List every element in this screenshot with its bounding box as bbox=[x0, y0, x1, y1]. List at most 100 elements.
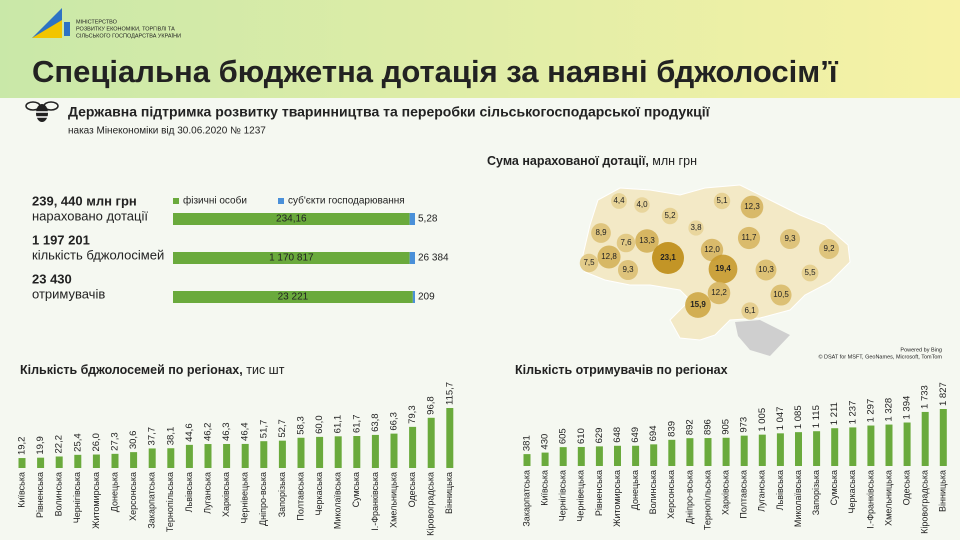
region-mark bbox=[713, 192, 731, 210]
x-tick-label: Львівська bbox=[184, 472, 194, 512]
chart-title-main: Кількість бджолосемей по регіонах, bbox=[20, 363, 243, 377]
legend-label: фізичні особи bbox=[183, 195, 247, 207]
region-mark bbox=[579, 253, 599, 273]
x-tick-label: Рівненська bbox=[35, 472, 45, 518]
region-mark bbox=[700, 238, 724, 262]
x-tick-label: Вінницька bbox=[938, 470, 948, 512]
region-mark bbox=[685, 292, 711, 318]
region-label: 5,2 bbox=[664, 211, 676, 220]
ministry-line: СІЛЬСЬКОГО ГОСПОДАРСТВА УКРАЇНИ bbox=[76, 32, 181, 39]
x-tick-label: Кіровоградська bbox=[426, 472, 436, 536]
region-label: 11,7 bbox=[742, 233, 758, 242]
bar-segment bbox=[409, 213, 415, 225]
bar-segment bbox=[173, 291, 413, 303]
bar bbox=[278, 440, 286, 468]
bar-value: 46,2 bbox=[203, 423, 214, 442]
chart-title: Сума нарахованої дотації, млн грн bbox=[487, 154, 697, 168]
bar-value: 605 bbox=[558, 428, 569, 444]
bar-value: 115,7 bbox=[444, 382, 455, 405]
chart-unit: млн грн bbox=[652, 154, 697, 168]
x-tick-label: Сумська bbox=[829, 470, 839, 505]
header-band bbox=[0, 0, 960, 98]
region-label: 9,3 bbox=[622, 265, 634, 274]
region-label: 12,0 bbox=[704, 245, 720, 254]
bar-value: 892 bbox=[684, 419, 695, 435]
bar-value: 23 221 bbox=[278, 292, 309, 303]
page-title: Спеціальна бюджетна дотація за наявні бд… bbox=[32, 54, 839, 89]
bar bbox=[446, 408, 454, 468]
bar bbox=[241, 443, 249, 468]
bar-value: 1 733 bbox=[920, 385, 931, 409]
region-label: 10,5 bbox=[773, 290, 789, 299]
x-tick-label: Херсонська bbox=[666, 470, 676, 519]
bar bbox=[650, 444, 658, 466]
bar-value: 694 bbox=[648, 425, 659, 441]
bar-value: 19,2 bbox=[17, 437, 28, 456]
bar-value: 649 bbox=[630, 427, 641, 443]
x-tick-label: Тернопільська bbox=[165, 472, 175, 532]
bar-value: 60,0 bbox=[314, 415, 325, 434]
x-tick-label: Черкаська bbox=[314, 472, 324, 515]
bar-value: 1 115 bbox=[811, 405, 822, 428]
legend-swatch bbox=[278, 198, 284, 204]
bar bbox=[185, 444, 193, 468]
chart-title-main: Сума нарахованої дотації, bbox=[487, 154, 649, 168]
bar bbox=[867, 425, 875, 466]
bar bbox=[849, 427, 857, 466]
bar-value: 96,8 bbox=[426, 396, 437, 415]
x-tick-label: Харківська bbox=[221, 472, 231, 517]
bar bbox=[223, 443, 231, 468]
x-tick-label: Донецька bbox=[630, 470, 640, 510]
region-mark bbox=[688, 220, 704, 236]
region-label: 4,4 bbox=[613, 196, 625, 205]
region-mark bbox=[737, 226, 761, 250]
x-tick-label: Херсонська bbox=[128, 472, 138, 521]
bar bbox=[37, 457, 45, 468]
bar bbox=[353, 436, 361, 468]
region-mark bbox=[708, 254, 738, 284]
bar bbox=[595, 446, 603, 466]
x-tick-label: Полтавська bbox=[295, 472, 305, 521]
bar bbox=[55, 456, 63, 468]
bar bbox=[204, 444, 212, 468]
chart-title-main: Кількість отримувачів по регіонах bbox=[515, 363, 728, 377]
x-tick-label: Чернівецька bbox=[576, 470, 586, 522]
bar-value: 905 bbox=[721, 419, 732, 435]
row-headline: 1 197 201 bbox=[32, 232, 90, 247]
x-tick-label: Київська bbox=[539, 470, 549, 506]
region-label: 5,5 bbox=[804, 268, 816, 277]
ministry-line: МІНІСТЕРСТВО bbox=[76, 19, 118, 25]
region-label: 3,8 bbox=[690, 223, 702, 232]
bar bbox=[74, 454, 82, 468]
bar bbox=[390, 433, 398, 468]
bar bbox=[148, 448, 156, 468]
region-mark bbox=[707, 281, 731, 305]
x-tick-label: Житомирська bbox=[91, 472, 101, 529]
x-tick-label: Дніпро-вська bbox=[258, 472, 268, 526]
x-tick-label: Одеська bbox=[407, 472, 417, 507]
bar-value: 38,1 bbox=[165, 427, 176, 446]
region-label: 23,1 bbox=[660, 253, 676, 262]
x-tick-label: Київська bbox=[16, 472, 26, 508]
bar-value: 46,4 bbox=[240, 422, 251, 441]
bar bbox=[758, 434, 766, 466]
region-mark bbox=[635, 229, 659, 253]
region-label: 12,2 bbox=[711, 288, 727, 297]
bar bbox=[316, 436, 324, 468]
x-tick-label: І.-Франківська bbox=[865, 470, 875, 529]
bar-value: 51,7 bbox=[258, 420, 269, 439]
row-label: отримувачів bbox=[32, 286, 105, 301]
region-label: 9,2 bbox=[823, 244, 835, 253]
x-tick-label: Запорізька bbox=[811, 470, 821, 515]
bar-value: 648 bbox=[612, 427, 623, 443]
bar-value: 27,3 bbox=[110, 432, 121, 451]
bar bbox=[92, 454, 100, 468]
x-tick-label: Донецька bbox=[109, 472, 119, 512]
x-tick-label: Миколаївська bbox=[333, 472, 343, 529]
region-label: 10,3 bbox=[758, 265, 774, 274]
note: наказ Мінекономіки від 30.06.2020 № 1237 bbox=[68, 126, 266, 137]
region-mark bbox=[617, 259, 639, 281]
bar-value: 1 328 bbox=[884, 398, 895, 422]
bar-value: 1 047 bbox=[775, 407, 786, 431]
